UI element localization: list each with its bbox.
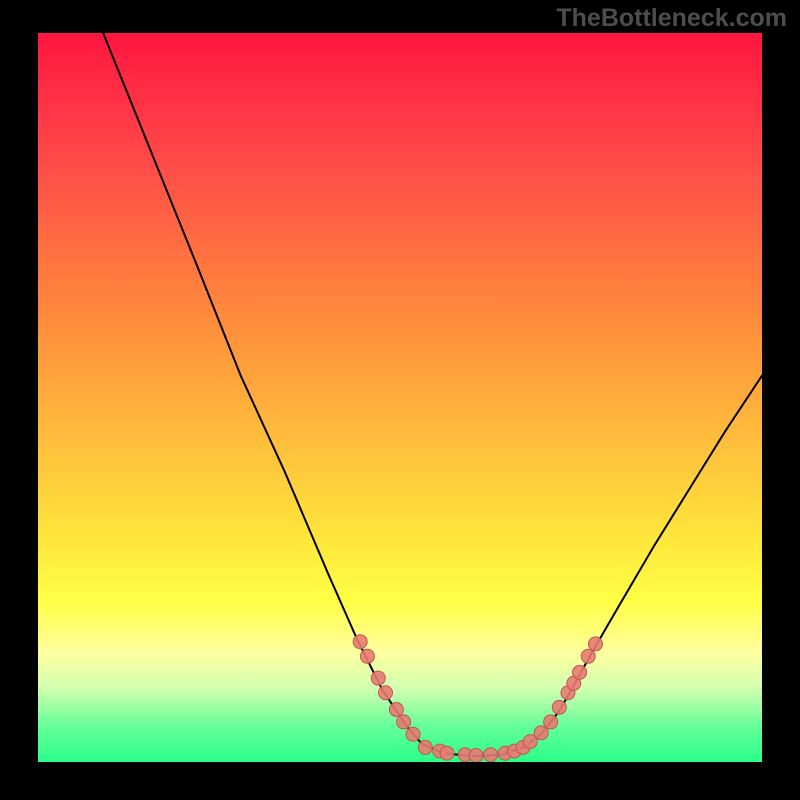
stage: TheBottleneck.com <box>0 0 800 800</box>
marker-point <box>379 686 393 700</box>
marker-point <box>469 748 483 762</box>
marker-point <box>573 665 587 679</box>
marker-point <box>544 715 558 729</box>
marker-point <box>389 703 403 717</box>
marker-point <box>552 700 566 714</box>
marker-point <box>397 715 411 729</box>
marker-point <box>534 726 548 740</box>
marker-point <box>588 637 602 651</box>
marker-point <box>353 635 367 649</box>
plot-area <box>38 33 762 762</box>
marker-point <box>406 727 420 741</box>
marker-point <box>484 748 498 762</box>
marker-point <box>360 649 374 663</box>
chart-svg <box>38 33 762 762</box>
marker-point <box>418 740 432 754</box>
marker-point <box>581 649 595 663</box>
marker-point <box>371 671 385 685</box>
watermark-text: TheBottleneck.com <box>556 4 787 33</box>
marker-point <box>440 746 454 760</box>
